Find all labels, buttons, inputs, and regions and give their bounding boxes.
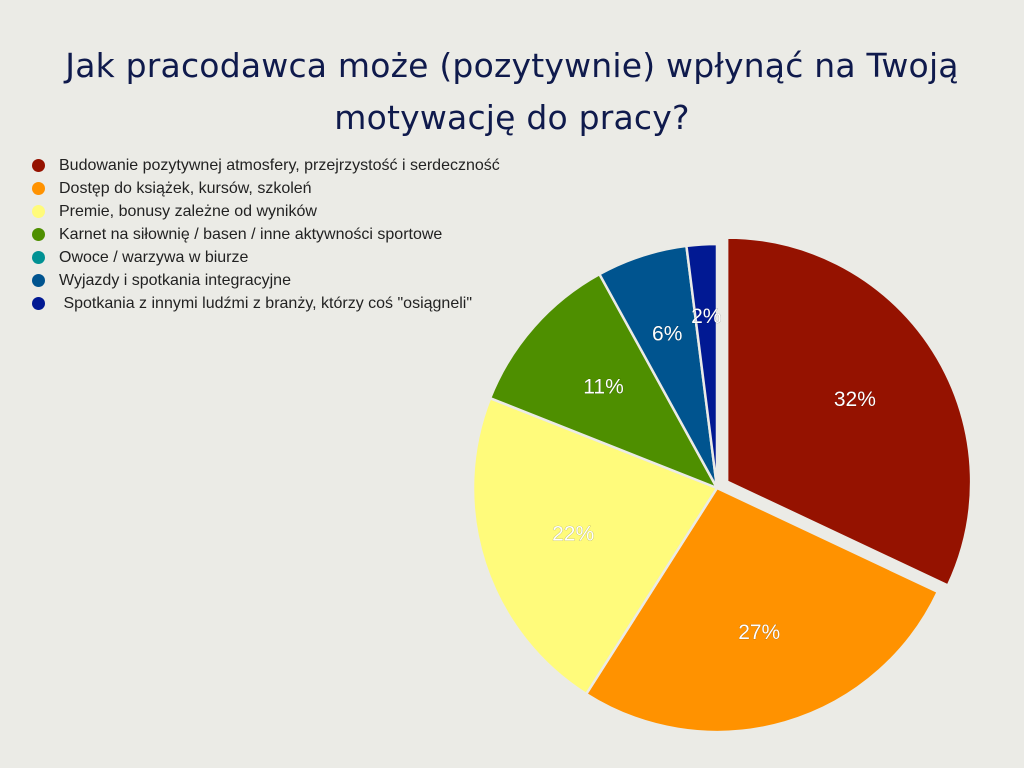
chart-legend: Budowanie pozytywnej atmosfery, przejrzy…: [32, 154, 672, 315]
slice-value-label: 22%: [552, 522, 594, 545]
slice-value-label: 11%: [583, 376, 623, 399]
chart-title-line-2: motywację do pracy?: [334, 98, 690, 137]
chart-title-line-1: Jak pracodawca może (pozytywnie) wpłynąć…: [65, 46, 959, 85]
legend-item: Wyjazdy i spotkania integracyjne: [32, 269, 672, 292]
pie-slice: [685, 242, 719, 490]
chart-title: Jak pracodawca może (pozytywnie) wpłynąć…: [0, 40, 1024, 144]
slice-value-label: 27%: [738, 621, 780, 644]
pie-slice: [725, 236, 973, 587]
legend-label: Spotkania z innymi ludźmi z branży, któr…: [59, 294, 473, 312]
legend-item: Premie, bonusy zależne od wyników: [32, 200, 672, 223]
legend-swatch: [32, 251, 45, 264]
legend-item: Owoce / warzywa w biurze: [32, 246, 672, 269]
pie-slice: [488, 272, 719, 490]
legend-label: Budowanie pozytywnej atmosfery, przejrzy…: [59, 156, 500, 174]
legend-swatch: [32, 205, 45, 218]
pie-slice: [585, 486, 940, 734]
legend-label: Karnet na siłownię / basen / inne aktywn…: [59, 225, 443, 243]
slice-value-label: 2%: [691, 305, 721, 328]
slice-value-label: 6%: [652, 322, 682, 345]
legend-item: Dostęp do książek, kursów, szkoleń: [32, 177, 672, 200]
legend-swatch: [32, 159, 45, 172]
legend-swatch: [32, 274, 45, 287]
legend-item: Spotkania z innymi ludźmi z branży, któr…: [32, 292, 672, 315]
pie-slice: [471, 396, 719, 696]
legend-item: Budowanie pozytywnej atmosfery, przejrzy…: [32, 154, 672, 177]
legend-label: Dostęp do książek, kursów, szkoleń: [59, 179, 312, 197]
legend-swatch: [32, 228, 45, 241]
legend-label: Wyjazdy i spotkania integracyjne: [59, 271, 291, 289]
legend-item: Karnet na siłownię / basen / inne aktywn…: [32, 223, 672, 246]
legend-label: Owoce / warzywa w biurze: [59, 248, 249, 266]
legend-swatch: [32, 297, 45, 310]
slice-value-label: 32%: [834, 388, 876, 411]
legend-label: Premie, bonusy zależne od wyników: [59, 202, 317, 220]
legend-swatch: [32, 182, 45, 195]
